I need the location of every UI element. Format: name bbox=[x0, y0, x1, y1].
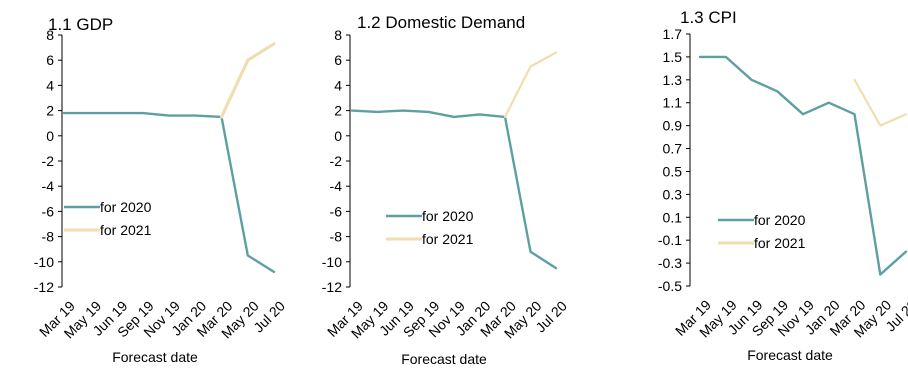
y-tick-label: 8 bbox=[46, 27, 54, 43]
legend-label: for 2021 bbox=[422, 231, 474, 247]
chart-title: 1.1 GDP bbox=[48, 15, 113, 34]
legend-label: for 2021 bbox=[100, 222, 152, 238]
y-tick-label: -0.1 bbox=[658, 232, 682, 248]
y-tick-label: 4 bbox=[334, 77, 342, 93]
series-line-for-2021 bbox=[219, 42, 276, 119]
y-tick-label: 2 bbox=[334, 103, 342, 119]
x-axis-label: Forecast date bbox=[401, 351, 487, 367]
y-tick-label: -10 bbox=[322, 254, 342, 270]
series-line-for-2020 bbox=[350, 109, 558, 270]
y-tick-label: 1.3 bbox=[663, 72, 683, 88]
y-tick-label: -10 bbox=[34, 254, 54, 270]
y-tick-label: -6 bbox=[330, 203, 343, 219]
y-tick-label: 6 bbox=[46, 52, 54, 68]
y-tick-label: 1.7 bbox=[663, 26, 683, 42]
y-tick-label: 1.5 bbox=[663, 49, 683, 65]
legend-label: for 2020 bbox=[100, 199, 152, 215]
y-tick-label: 0 bbox=[334, 128, 342, 144]
y-tick-label: -12 bbox=[322, 279, 342, 295]
chart-title: 1.3 CPI bbox=[680, 8, 737, 27]
y-tick-label: 0.7 bbox=[663, 141, 683, 157]
y-tick-label: 0.3 bbox=[663, 186, 683, 202]
legend-label: for 2020 bbox=[754, 212, 806, 228]
x-axis-label: Forecast date bbox=[112, 349, 198, 365]
series-line-for-2020 bbox=[62, 111, 276, 274]
y-tick-label: 4 bbox=[46, 77, 54, 93]
y-tick-label: 0 bbox=[46, 128, 54, 144]
y-tick-label: -0.5 bbox=[658, 278, 682, 294]
x-axis-label: Forecast date bbox=[747, 347, 833, 363]
series-line-for-2021 bbox=[853, 78, 908, 127]
legend-label: for 2021 bbox=[754, 235, 806, 251]
chart-title: 1.2 Domestic Demand bbox=[357, 13, 525, 32]
series-line-for-2021 bbox=[503, 51, 558, 119]
y-tick-label: 0.9 bbox=[663, 118, 683, 134]
y-tick-label: 6 bbox=[334, 52, 342, 68]
y-tick-label: -2 bbox=[42, 153, 55, 169]
y-tick-label: -8 bbox=[42, 229, 55, 245]
y-tick-label: -8 bbox=[330, 229, 343, 245]
y-tick-label: 1.1 bbox=[663, 95, 683, 111]
y-tick-label: -4 bbox=[42, 178, 55, 194]
y-tick-label: -2 bbox=[330, 153, 343, 169]
y-tick-label: 0.5 bbox=[663, 163, 683, 179]
y-tick-label: -4 bbox=[330, 178, 343, 194]
y-tick-label: -0.3 bbox=[658, 255, 682, 271]
series-line-for-2020 bbox=[698, 55, 908, 276]
y-tick-label: 0.1 bbox=[663, 209, 683, 225]
y-tick-label: -6 bbox=[42, 203, 55, 219]
y-tick-label: 2 bbox=[46, 103, 54, 119]
y-tick-label: -12 bbox=[34, 279, 54, 295]
y-tick-label: 8 bbox=[334, 27, 342, 43]
legend-label: for 2020 bbox=[422, 208, 474, 224]
